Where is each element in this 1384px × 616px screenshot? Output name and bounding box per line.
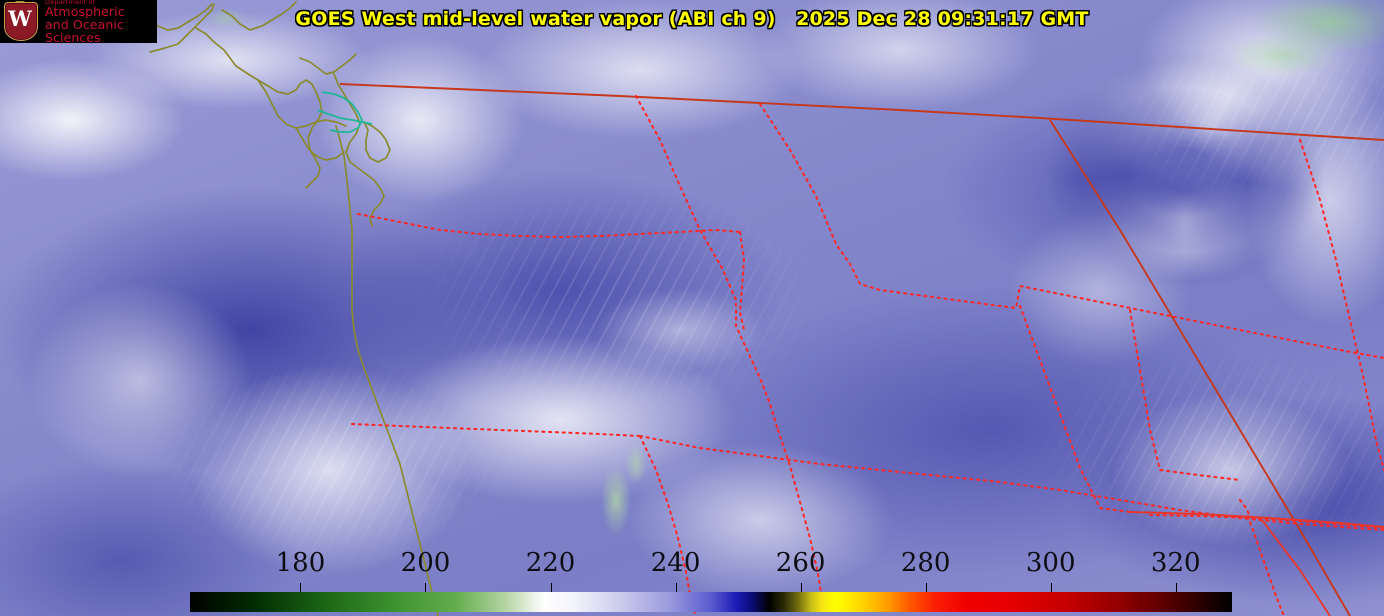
coastline-islands-detail: [363, 121, 391, 163]
coastline-inlet-detail: [295, 127, 345, 161]
crest-shield: [4, 2, 38, 41]
state-border-group: [350, 94, 1384, 616]
crest-w-letter: W: [8, 6, 32, 31]
border-solid-mexico-line: [1129, 511, 1384, 528]
border-solid-diagonal: [1261, 519, 1331, 616]
colorbar-tick-180: [300, 583, 302, 592]
colorbar-tick-220: [550, 583, 552, 592]
solid-border-group: [1129, 511, 1384, 616]
colorbar-label-220: 220: [525, 548, 576, 578]
coastline-group: [149, 1, 439, 616]
coastline-us-west: [335, 125, 439, 616]
border-north-dakota: [1298, 138, 1384, 472]
border-wa-or: [356, 212, 742, 239]
temperature-colorbar[interactable]: 180 200 220 240 260 280 300 320: [190, 550, 1232, 612]
strait-of-georgia: [321, 91, 363, 133]
colorbar-label-280: 280: [900, 548, 951, 578]
colorbar-label-240: 240: [650, 548, 701, 578]
canada-us-border-west-segment: [1049, 119, 1351, 616]
border-nebraska-kansas: [1128, 308, 1242, 482]
colorbar-gradient: [190, 592, 1232, 612]
border-id-west: [634, 94, 780, 432]
border-cascade-inland: [738, 230, 746, 332]
colorbar-label-320: 320: [1150, 548, 1201, 578]
colorbar-tick-240: [675, 583, 677, 592]
colorbar-label-260: 260: [775, 548, 826, 578]
canada-us-border-49n: [339, 83, 1384, 141]
colorbar-label-300: 300: [1025, 548, 1076, 578]
colorbar-tick-300: [1050, 583, 1052, 592]
border-or-ca: [350, 422, 642, 438]
logo-department-line: Department of: [45, 0, 96, 6]
juan-de-fuca-strait: [317, 109, 373, 125]
colorbar-tick-260: [800, 583, 802, 592]
uw-crest-icon: W: [2, 1, 38, 42]
border-ca-nv: [638, 434, 698, 616]
colorbar-tick-200: [425, 583, 427, 592]
inland-water-group: [317, 91, 373, 133]
logo-text-block: Department of Atmospheric and Oceanic Sc…: [45, 0, 157, 43]
border-four-corners-horizontal: [1148, 513, 1384, 530]
colorbar-tick-280: [925, 583, 927, 592]
colorbar-label-180: 180: [275, 548, 326, 578]
border-wy-co: [1018, 304, 1132, 514]
coastline-bc-mainland: [149, 1, 297, 31]
border-four-corners-vertical: [1246, 514, 1286, 616]
border-mt-id: [758, 102, 1384, 360]
logo-line-1: Atmospheric: [45, 4, 125, 20]
international-border-group: [339, 83, 1384, 616]
coastline-puget-sound: [299, 53, 385, 227]
coastline-vancouver-island: [149, 3, 323, 189]
logo-line-2: and Oceanic Sciences: [45, 16, 124, 43]
colorbar-tick-320: [1175, 583, 1177, 592]
colorbar-label-200: 200: [400, 548, 451, 578]
border-four-corners-upper: [1238, 498, 1252, 518]
uw-aos-logo[interactable]: W Department of Atmospheric and Oceanic …: [0, 0, 157, 43]
border-id-nv-ut: [776, 428, 826, 612]
